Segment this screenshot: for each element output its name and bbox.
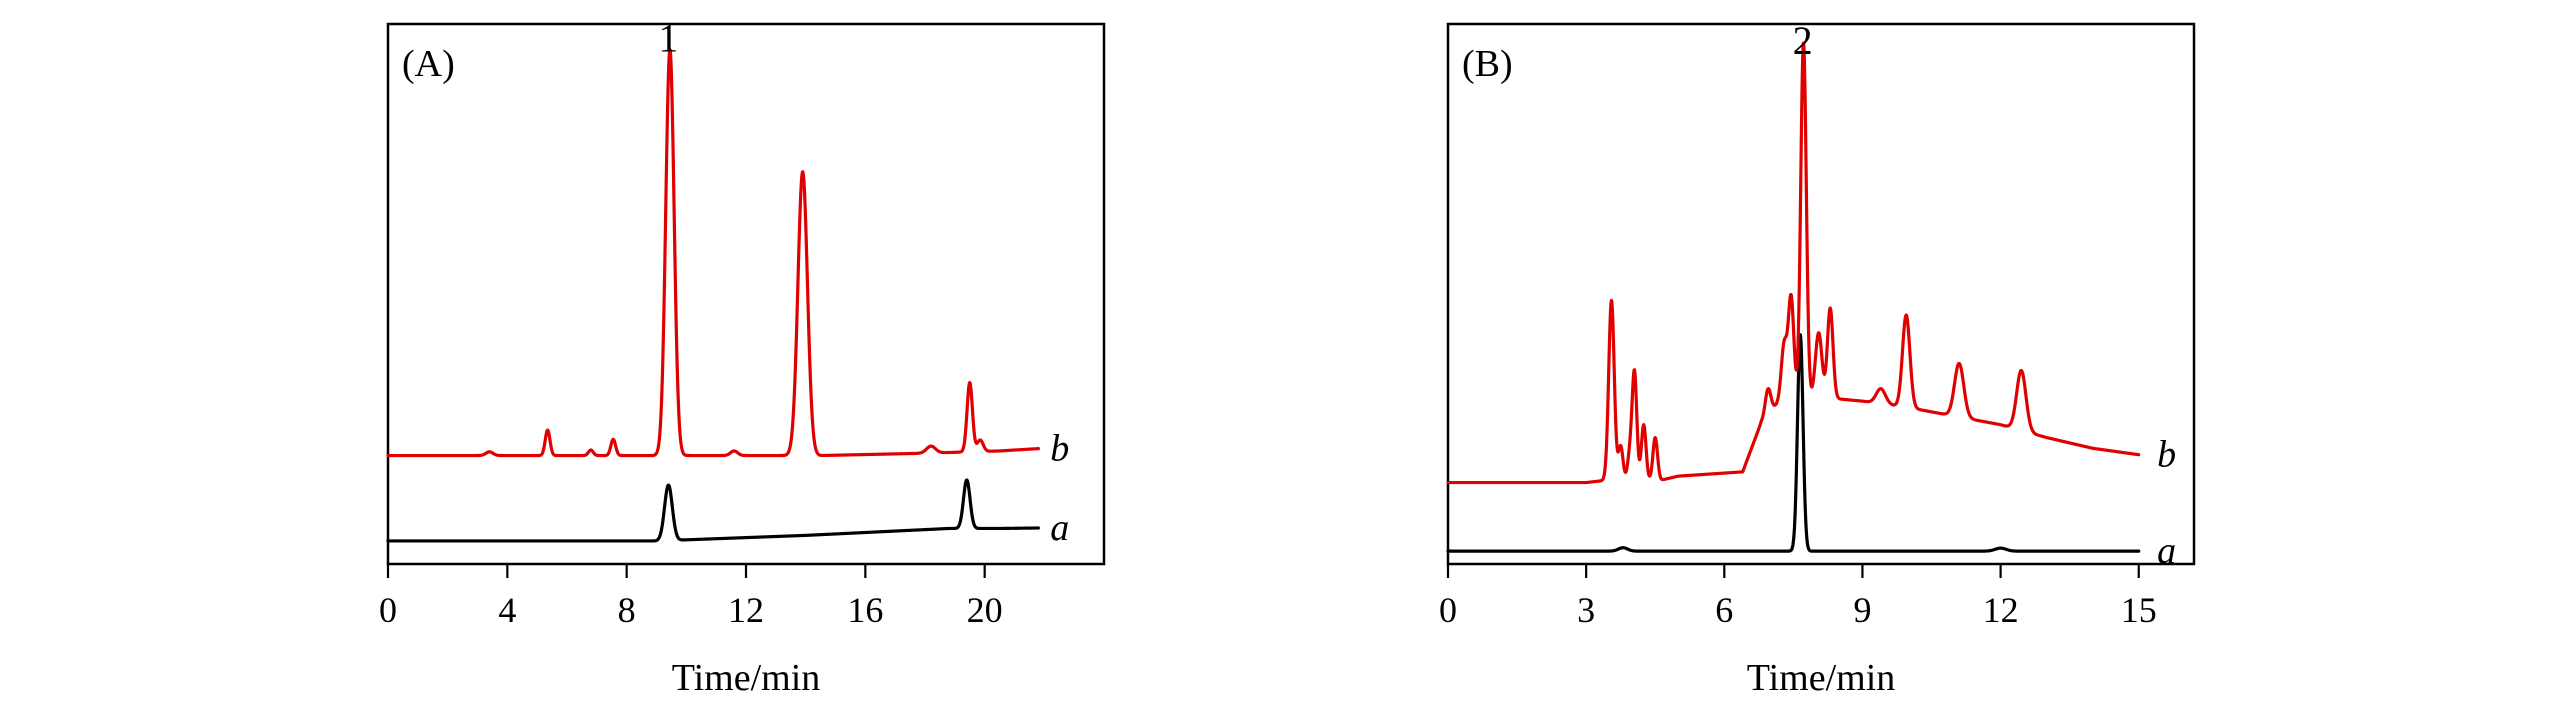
trace-b-line <box>386 47 1040 458</box>
peak-number-label: 1 <box>658 16 678 61</box>
x-tick-label: 15 <box>2121 590 2157 630</box>
plot-frame <box>386 22 1106 566</box>
panel-label: (A) <box>402 43 455 85</box>
x-tick-label: 12 <box>728 590 764 630</box>
trace-a-line <box>386 478 1040 543</box>
x-axis-title: Time/min <box>672 657 821 699</box>
x-tick-label: 0 <box>379 590 397 630</box>
trace-b-label: b <box>1050 428 1069 470</box>
x-tick-label: 20 <box>967 590 1003 630</box>
trace-a-line <box>1446 333 2141 553</box>
peak-number-label: 2 <box>1793 18 1813 63</box>
x-axis-title: Time/min <box>1747 657 1896 699</box>
chart-panel-1: 0 4 8 12 16 20 Time/min (A) ab 1 <box>379 16 1106 699</box>
panel-label: (B) <box>1462 43 1513 85</box>
x-tick-label: 16 <box>847 590 883 630</box>
trace-a-label: a <box>2157 530 2176 572</box>
x-tick-label: 8 <box>618 590 636 630</box>
x-tick-label: 9 <box>1853 590 1871 630</box>
x-tick-label: 6 <box>1715 590 1733 630</box>
x-tick-label: 3 <box>1577 590 1595 630</box>
chart-panel-2: 0 3 6 9 12 15 Time/min (B) a b 2 <box>1439 18 2196 699</box>
x-tick-label: 12 <box>1983 590 2019 630</box>
trace-b-label: b <box>2157 434 2176 476</box>
x-tick-label: 4 <box>498 590 516 630</box>
plot-frame <box>1446 22 2196 566</box>
trace-b-line <box>1446 41 2141 485</box>
trace-a-label: a <box>1050 507 1069 549</box>
x-tick-label: 0 <box>1439 590 1457 630</box>
